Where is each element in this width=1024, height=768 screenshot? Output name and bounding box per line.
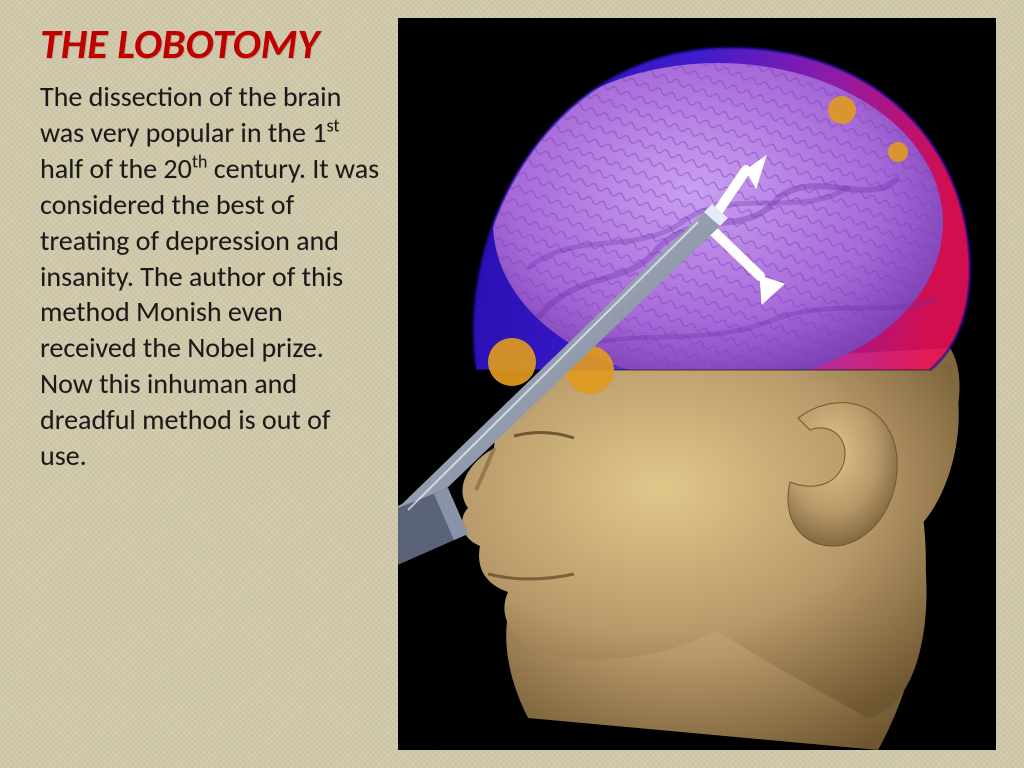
text-column: THE LOBOTOMY The dissection of the brain… bbox=[40, 22, 380, 473]
marker-dot bbox=[488, 338, 536, 386]
slide: THE LOBOTOMY The dissection of the brain… bbox=[0, 0, 1024, 768]
slide-body-text: The dissection of the brain was very pop… bbox=[40, 79, 380, 473]
illustration-area bbox=[398, 18, 996, 750]
marker-dot bbox=[888, 142, 908, 162]
slide-title: THE LOBOTOMY bbox=[40, 22, 380, 67]
marker-dot bbox=[828, 96, 856, 124]
lobotomy-diagram bbox=[398, 18, 996, 750]
